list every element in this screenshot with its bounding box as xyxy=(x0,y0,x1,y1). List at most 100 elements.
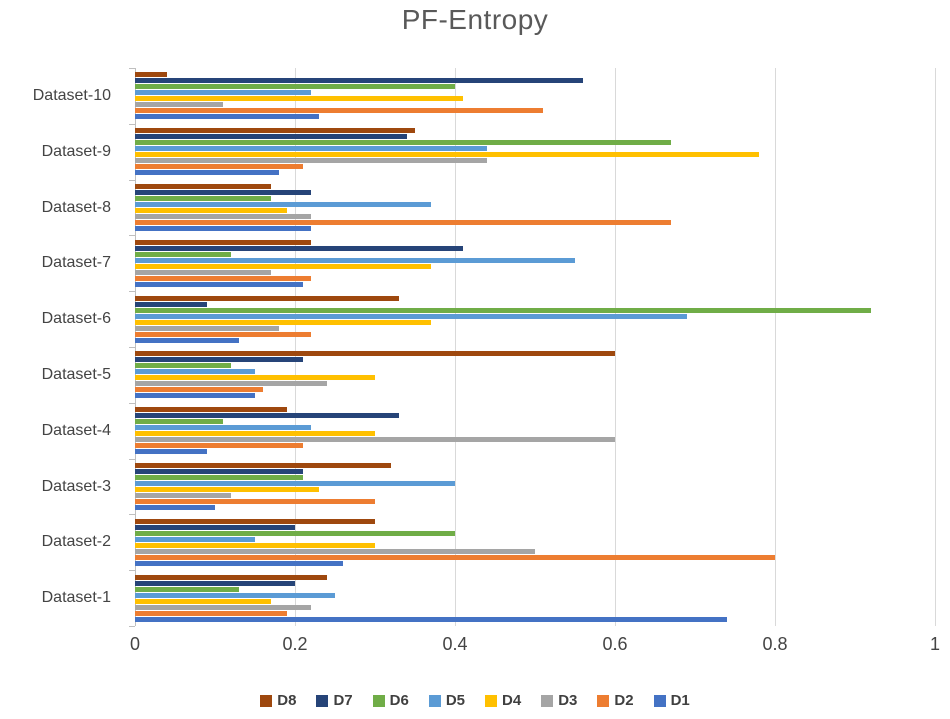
bar-d5-dataset-2 xyxy=(135,536,255,542)
bar-d1-dataset-9 xyxy=(135,170,279,176)
bar-group-dataset-4 xyxy=(135,403,935,459)
legend-item-d8: D8 xyxy=(260,692,296,709)
chart-title: PF-Entropy xyxy=(401,4,549,35)
bar-d5-dataset-5 xyxy=(135,369,255,375)
bar-d1-dataset-1 xyxy=(135,616,727,622)
bar-d5-dataset-10 xyxy=(135,90,311,96)
bar-d4-dataset-1 xyxy=(135,598,271,604)
category-tick-mark xyxy=(129,68,135,69)
bar-d7-dataset-4 xyxy=(135,413,399,419)
bar-d5-dataset-1 xyxy=(135,592,335,598)
bar-d2-dataset-2 xyxy=(135,554,775,560)
bar-d3-dataset-8 xyxy=(135,213,311,219)
bar-d5-dataset-8 xyxy=(135,201,431,207)
bar-d7-dataset-1 xyxy=(135,580,295,586)
gridline xyxy=(775,68,776,626)
legend-item-d6: D6 xyxy=(372,692,409,709)
bar-d3-dataset-1 xyxy=(135,604,311,610)
category-label-dataset-7: Dataset-7 xyxy=(41,254,111,272)
bar-groups xyxy=(135,68,935,626)
bar-d7-dataset-8 xyxy=(135,189,311,195)
bar-d1-dataset-10 xyxy=(135,114,319,120)
bar-d7-dataset-5 xyxy=(135,357,303,363)
bar-group-dataset-5 xyxy=(135,347,935,403)
bar-d8-dataset-5 xyxy=(135,351,615,357)
bar-d8-dataset-2 xyxy=(135,518,375,524)
category-label-dataset-10: Dataset-10 xyxy=(32,86,111,104)
bar-d3-dataset-3 xyxy=(135,492,231,498)
bar-d2-dataset-8 xyxy=(135,219,671,225)
category-label-dataset-2: Dataset-2 xyxy=(41,533,111,551)
legend-swatch-d2 xyxy=(597,694,610,707)
legend-item-d2: D2 xyxy=(597,692,634,709)
bar-d7-dataset-3 xyxy=(135,468,303,474)
bar-d5-dataset-7 xyxy=(135,257,575,263)
bar-d8-dataset-8 xyxy=(135,183,271,189)
bar-d8-dataset-10 xyxy=(135,72,167,78)
legend-item-d3: D3 xyxy=(541,692,577,709)
bar-d2-dataset-10 xyxy=(135,108,543,114)
bar-d6-dataset-8 xyxy=(135,195,271,201)
bar-d4-dataset-4 xyxy=(135,431,375,437)
bar-d3-dataset-5 xyxy=(135,381,327,387)
bar-d5-dataset-4 xyxy=(135,425,311,431)
bar-d6-dataset-2 xyxy=(135,530,455,536)
legend-swatch-d7 xyxy=(316,694,329,707)
bar-d8-dataset-9 xyxy=(135,128,415,134)
bar-d6-dataset-3 xyxy=(135,474,303,480)
category-label-dataset-4: Dataset-4 xyxy=(41,421,111,439)
legend: D8 D7 D6 D5 D4 D3 D2 D1 xyxy=(0,692,950,709)
category-tick-mark xyxy=(129,570,135,572)
legend-label-d3: D3 xyxy=(558,692,578,709)
category-tick-mark xyxy=(129,626,135,627)
category-tick-mark xyxy=(129,347,135,348)
bar-d8-dataset-3 xyxy=(135,462,391,468)
bar-d1-dataset-4 xyxy=(135,449,207,455)
bar-d2-dataset-5 xyxy=(135,387,263,393)
bar-d6-dataset-1 xyxy=(135,586,239,592)
bar-d3-dataset-9 xyxy=(135,158,487,164)
plot-area xyxy=(129,68,936,627)
value-axis-label-0.4: 0.4 xyxy=(442,634,468,654)
bar-d4-dataset-5 xyxy=(135,375,375,381)
bar-d6-dataset-6 xyxy=(135,307,871,313)
category-label-dataset-3: Dataset-3 xyxy=(41,477,111,495)
bar-d4-dataset-7 xyxy=(135,263,431,269)
legend-swatch-d8 xyxy=(260,694,273,707)
bar-group-dataset-6 xyxy=(135,291,935,347)
category-tick-mark xyxy=(129,235,135,237)
category-label-dataset-6: Dataset-6 xyxy=(41,310,111,328)
value-axis-label-0.6: 0.6 xyxy=(602,634,628,654)
legend-label-d6: D6 xyxy=(389,692,409,709)
bar-d2-dataset-1 xyxy=(135,610,287,616)
legend-label-d2: D2 xyxy=(614,692,634,709)
legend-label-d8: D8 xyxy=(277,692,297,709)
bar-d4-dataset-10 xyxy=(135,96,463,102)
bar-group-dataset-8 xyxy=(135,180,935,236)
bar-d7-dataset-6 xyxy=(135,301,207,307)
bar-d1-dataset-8 xyxy=(135,225,311,231)
gridline xyxy=(295,68,296,626)
bar-group-dataset-10 xyxy=(135,68,935,124)
legend-item-d4: D4 xyxy=(485,692,521,709)
category-tick-mark xyxy=(129,123,135,125)
bar-d4-dataset-6 xyxy=(135,319,431,325)
bar-d7-dataset-10 xyxy=(135,78,583,84)
value-axis-label-0: 0 xyxy=(129,634,141,654)
bar-d5-dataset-9 xyxy=(135,146,487,152)
bar-group-dataset-1 xyxy=(135,570,935,626)
bar-d2-dataset-4 xyxy=(135,443,303,449)
bar-d3-dataset-7 xyxy=(135,269,271,275)
value-axis-labels: 0 0.2 0.4 0.6 0.8 1 xyxy=(130,634,940,658)
category-label-dataset-1: Dataset-1 xyxy=(41,589,111,607)
legend-swatch-d6 xyxy=(372,694,385,707)
category-tick-mark xyxy=(129,179,135,181)
bar-d7-dataset-2 xyxy=(135,524,295,530)
category-tick-mark xyxy=(129,402,135,404)
bar-d1-dataset-6 xyxy=(135,337,239,343)
category-label-dataset-5: Dataset-5 xyxy=(41,365,111,383)
bar-d7-dataset-7 xyxy=(135,245,463,251)
bar-d3-dataset-2 xyxy=(135,548,535,554)
legend-item-d1: D1 xyxy=(653,692,690,709)
